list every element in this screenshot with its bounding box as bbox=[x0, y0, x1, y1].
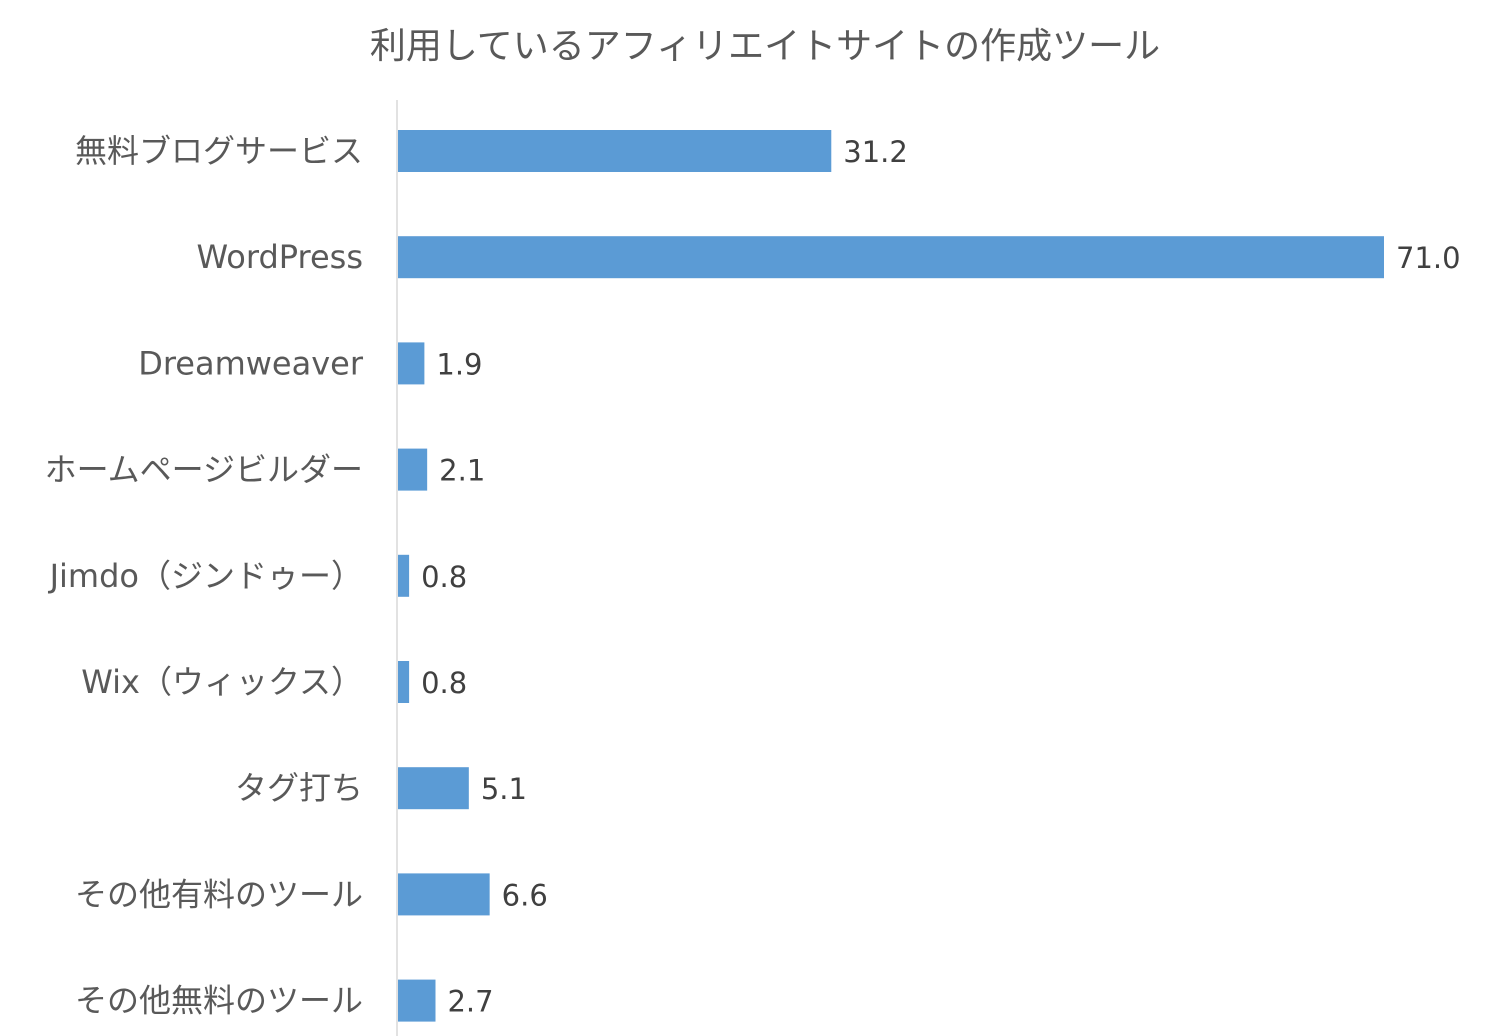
value-label: 2.1 bbox=[439, 454, 485, 488]
bar bbox=[398, 873, 490, 916]
value-label: 0.8 bbox=[421, 560, 467, 594]
bar bbox=[398, 342, 425, 385]
value-label: 1.9 bbox=[436, 347, 482, 381]
bar bbox=[398, 767, 469, 810]
category-label: Wix（ウィックス） bbox=[81, 663, 363, 701]
value-label: 5.1 bbox=[481, 772, 527, 806]
bar bbox=[398, 979, 436, 1022]
bar bbox=[398, 448, 428, 491]
bar bbox=[398, 661, 410, 703]
value-label: 31.2 bbox=[843, 135, 908, 169]
value-label: 71.0 bbox=[1396, 241, 1461, 275]
bar bbox=[398, 130, 832, 172]
bar bbox=[398, 236, 1384, 279]
category-label: その他無料のツール bbox=[75, 982, 363, 1020]
category-label: ホームページビルダー bbox=[45, 451, 363, 489]
value-label: 2.7 bbox=[447, 985, 493, 1019]
category-label: タグ打ち bbox=[235, 769, 363, 807]
value-label: 6.6 bbox=[502, 878, 548, 912]
category-label: WordPress bbox=[197, 238, 363, 276]
category-label: その他有料のツール bbox=[75, 875, 363, 913]
value-label: 0.8 bbox=[421, 666, 467, 700]
category-label: Dreamweaver bbox=[138, 344, 364, 382]
category-label: 無料ブログサービス bbox=[75, 132, 363, 170]
chart-title: 利用しているアフィリエイトサイトの作成ツール bbox=[370, 26, 1160, 67]
category-label: Jimdo（ジンドゥー） bbox=[48, 557, 363, 595]
bars-group: 無料ブログサービス 31.2 WordPress 71.0 Dreamweaver 1.9… bbox=[45, 130, 1461, 1022]
bar bbox=[398, 554, 410, 597]
